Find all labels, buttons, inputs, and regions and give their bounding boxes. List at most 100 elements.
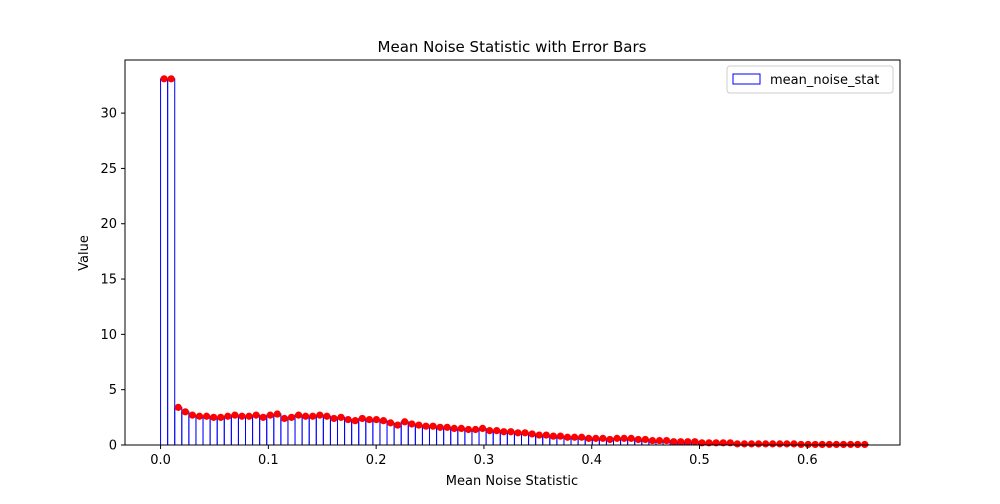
data-point xyxy=(224,412,232,420)
y-tick-label: 10 xyxy=(100,328,117,343)
data-point xyxy=(309,412,317,420)
data-point xyxy=(620,434,628,442)
data-point xyxy=(238,412,246,420)
data-point xyxy=(188,411,197,419)
data-point xyxy=(606,435,614,444)
y-tick-label: 5 xyxy=(109,383,117,398)
data-point xyxy=(323,412,331,420)
data-point xyxy=(563,433,572,441)
legend-swatch xyxy=(732,73,761,85)
data-point xyxy=(294,411,303,419)
chart-title: Mean Noise Statistic with Error Bars xyxy=(378,38,647,56)
data-point xyxy=(394,421,402,429)
x-axis-ticks: 0.0 0.1 0.2 0.3 0.4 0.5 0.6 xyxy=(150,445,818,468)
data-point xyxy=(351,417,359,425)
x-tick-label: 0.5 xyxy=(689,453,710,468)
data-point xyxy=(443,423,451,431)
data-point xyxy=(330,414,338,423)
data-point xyxy=(570,433,579,441)
data-point xyxy=(762,440,770,448)
data-point xyxy=(259,413,267,421)
x-tick-label: 0.6 xyxy=(797,453,818,468)
x-axis-label: Mean Noise Statistic xyxy=(446,474,578,489)
data-point xyxy=(316,411,324,419)
data-point xyxy=(160,75,168,83)
x-tick-label: 0.4 xyxy=(581,453,602,468)
data-point xyxy=(585,434,593,442)
data-point xyxy=(832,440,841,449)
data-point xyxy=(528,430,536,438)
plot-frame xyxy=(124,59,901,446)
y-tick-label: 15 xyxy=(100,273,117,288)
data-point xyxy=(500,428,508,436)
data-point xyxy=(861,440,869,449)
data-point xyxy=(641,435,649,444)
data-point xyxy=(372,415,381,424)
legend-box xyxy=(726,65,894,94)
y-tick-label: 25 xyxy=(100,162,117,177)
data-point xyxy=(740,440,749,448)
data-point xyxy=(648,436,657,445)
data-point xyxy=(514,429,522,437)
data-point xyxy=(436,423,444,431)
data-point xyxy=(578,433,586,441)
data-point xyxy=(464,425,473,434)
data-point xyxy=(825,440,833,449)
data-point xyxy=(202,412,211,420)
data-point xyxy=(365,415,373,424)
data-point xyxy=(613,434,621,442)
y-axis-ticks: 0 5 10 15 20 25 30 xyxy=(100,107,125,454)
data-point xyxy=(677,438,685,446)
data-point xyxy=(386,419,395,427)
y-tick-label: 0 xyxy=(109,439,117,454)
data-point xyxy=(245,412,253,420)
data-point xyxy=(818,440,826,449)
data-point xyxy=(408,420,416,428)
data-point xyxy=(210,413,218,421)
data-point xyxy=(846,440,855,449)
data-point xyxy=(854,440,862,449)
data-point xyxy=(457,424,465,433)
data-point xyxy=(379,417,388,425)
x-tick-label: 0.0 xyxy=(150,453,171,468)
data-point xyxy=(684,438,692,446)
data-point xyxy=(804,440,812,449)
points-layer xyxy=(160,75,869,449)
data-point xyxy=(486,427,494,435)
data-point xyxy=(811,440,819,449)
data-point xyxy=(769,440,777,448)
data-point xyxy=(797,440,805,449)
legend-label: mean_noise_stat xyxy=(770,73,879,88)
data-point xyxy=(358,414,366,423)
data-point xyxy=(344,415,352,424)
data-point xyxy=(783,440,791,448)
data-point xyxy=(521,429,529,437)
data-point xyxy=(195,412,204,420)
data-point xyxy=(302,412,310,420)
data-point xyxy=(754,440,763,448)
data-point xyxy=(252,411,260,419)
data-point xyxy=(415,421,423,429)
data-point xyxy=(776,440,784,448)
data-point xyxy=(747,440,756,448)
data-point xyxy=(231,411,239,419)
data-point xyxy=(691,438,699,446)
data-point xyxy=(733,440,741,448)
data-point xyxy=(422,422,430,430)
data-point xyxy=(478,424,487,433)
data-point xyxy=(266,411,274,419)
x-tick-label: 0.3 xyxy=(474,453,495,468)
data-point xyxy=(287,413,296,421)
data-point xyxy=(556,432,565,440)
data-point xyxy=(549,432,557,440)
x-tick-label: 0.1 xyxy=(258,453,279,468)
data-point xyxy=(280,414,289,423)
data-point xyxy=(790,440,798,448)
data-point xyxy=(450,424,458,433)
x-tick-label: 0.2 xyxy=(366,453,387,468)
data-point xyxy=(634,435,642,444)
data-point xyxy=(592,434,600,442)
y-axis-label: Value xyxy=(77,235,92,271)
